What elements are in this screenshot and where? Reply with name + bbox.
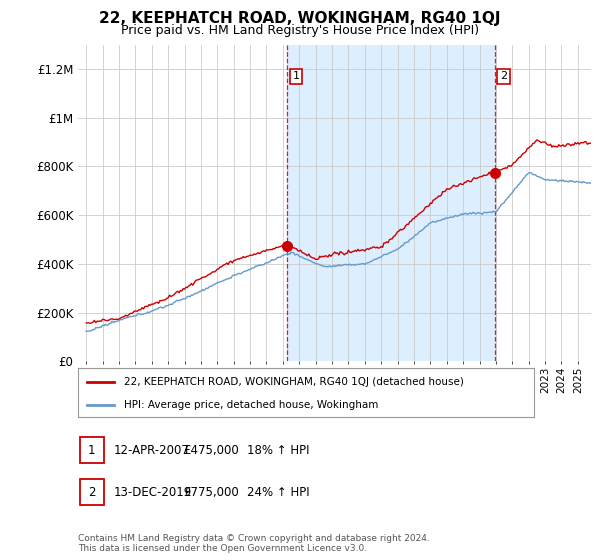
Text: 2: 2 [500, 72, 507, 81]
Text: 18% ↑ HPI: 18% ↑ HPI [247, 444, 309, 457]
Bar [287, 45, 495, 361]
Text: HPI: Average price, detached house, Wokingham: HPI: Average price, detached house, Woki… [124, 400, 378, 410]
Text: 1: 1 [88, 444, 95, 457]
Text: 2: 2 [88, 486, 95, 499]
Text: Price paid vs. HM Land Registry's House Price Index (HPI): Price paid vs. HM Land Registry's House … [121, 24, 479, 36]
Text: £475,000: £475,000 [184, 444, 239, 457]
Text: 24% ↑ HPI: 24% ↑ HPI [247, 486, 309, 499]
Text: 1: 1 [292, 72, 299, 81]
Text: 22, KEEPHATCH ROAD, WOKINGHAM, RG40 1QJ (detached house): 22, KEEPHATCH ROAD, WOKINGHAM, RG40 1QJ … [124, 377, 463, 387]
Text: £775,000: £775,000 [184, 486, 239, 499]
Text: 22, KEEPHATCH ROAD, WOKINGHAM, RG40 1QJ: 22, KEEPHATCH ROAD, WOKINGHAM, RG40 1QJ [99, 11, 501, 26]
Text: Contains HM Land Registry data © Crown copyright and database right 2024.
This d: Contains HM Land Registry data © Crown c… [78, 534, 430, 553]
Text: 13-DEC-2019: 13-DEC-2019 [113, 486, 191, 499]
Text: 12-APR-2007: 12-APR-2007 [113, 444, 189, 457]
